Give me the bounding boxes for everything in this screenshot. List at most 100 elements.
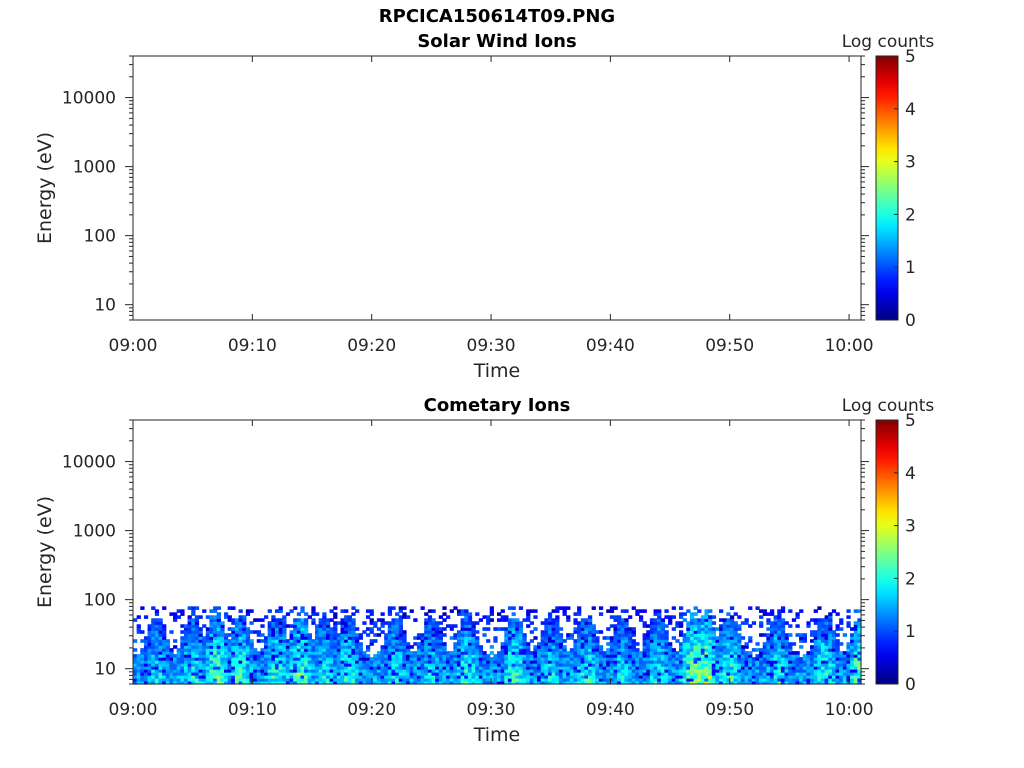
heatmap-cell [646, 681, 651, 685]
heatmap-cell [511, 636, 516, 640]
heatmap-cell [464, 630, 469, 634]
heatmap-cell [839, 651, 844, 655]
heatmap-cell [729, 681, 735, 685]
heatmap-cell [176, 666, 181, 670]
heatmap-cell [456, 678, 462, 682]
heatmap-cell [198, 657, 203, 661]
heatmap-cell [711, 660, 716, 664]
heatmap-cell [828, 672, 833, 676]
heatmap-cell [267, 621, 272, 625]
heatmap-cell [780, 633, 786, 637]
heatmap-cell [649, 639, 655, 643]
heatmap-cell [289, 648, 294, 652]
heatmap-cell [173, 615, 178, 619]
y-tick-label: 100 [84, 227, 116, 247]
plot-frame [132, 55, 862, 321]
heatmap-cell [398, 606, 403, 610]
heatmap-cell [857, 630, 862, 634]
heatmap-cell [318, 618, 323, 622]
heatmap-cell [376, 681, 382, 685]
heatmap-cell [504, 636, 509, 640]
heatmap-cell [471, 651, 476, 655]
heatmap-cell [547, 654, 553, 658]
heatmap-cell [813, 642, 818, 646]
heatmap-cell [515, 633, 520, 637]
heatmap-cell [762, 666, 767, 670]
heatmap-cell [828, 615, 833, 619]
y-axis-label: Energy (eV) [34, 132, 56, 244]
heatmap-cell [602, 663, 607, 667]
heatmap-cell [191, 630, 196, 634]
heatmap-cell [344, 663, 349, 667]
heatmap-cell [315, 624, 320, 628]
heatmap-cell [282, 672, 287, 676]
heatmap-cell [300, 624, 305, 628]
heatmap-cell [209, 633, 214, 637]
heatmap-cell [755, 606, 760, 610]
heatmap-cell [748, 657, 753, 661]
heatmap-cell [347, 627, 352, 631]
heatmap-cell [686, 642, 691, 646]
heatmap-cell [220, 639, 225, 643]
heatmap-cell [657, 642, 662, 646]
heatmap-cell [209, 651, 214, 655]
heatmap-cell [748, 672, 753, 676]
heatmap-cell [733, 678, 738, 682]
heatmap-cell [256, 618, 261, 622]
heatmap-cell [373, 654, 378, 658]
heatmap-cell [202, 648, 207, 652]
heatmap-cell [318, 660, 323, 664]
heatmap-cell [577, 642, 582, 646]
heatmap-cell [387, 660, 393, 664]
heatmap-cell [358, 633, 363, 637]
heatmap-cell [486, 663, 491, 667]
heatmap-cell [500, 648, 505, 652]
heatmap-cell [704, 645, 709, 649]
heatmap-cell [711, 657, 716, 661]
heatmap-cell [322, 681, 327, 685]
heatmap-cell [846, 660, 851, 664]
heatmap-cell [318, 624, 323, 628]
heatmap-cell [613, 627, 618, 631]
heatmap-cell [347, 648, 352, 652]
heatmap-cell [173, 666, 178, 670]
heatmap-cell [420, 636, 425, 640]
heatmap-cell [682, 633, 687, 637]
heatmap-cell [791, 669, 797, 673]
heatmap-cell [406, 675, 411, 679]
heatmap-cell [642, 657, 647, 661]
heatmap-cell [435, 669, 440, 673]
heatmap-cell [227, 678, 232, 682]
heatmap-cell [147, 645, 152, 649]
heatmap-cell [238, 621, 243, 625]
heatmap-cell [438, 639, 443, 643]
heatmap-cell [577, 672, 582, 676]
heatmap-cell [755, 669, 760, 673]
heatmap-cell [456, 639, 462, 643]
heatmap-cell [384, 678, 389, 682]
heatmap-cell [606, 669, 611, 673]
heatmap-cell [340, 666, 345, 670]
heatmap-cell [234, 633, 240, 637]
heatmap-cell [773, 630, 778, 634]
heatmap-cell [133, 660, 138, 664]
heatmap-cell [238, 672, 243, 676]
heatmap-cell [617, 621, 622, 625]
heatmap-cell [518, 672, 524, 676]
heatmap-cell [336, 669, 342, 673]
heatmap-cell [169, 657, 174, 661]
heatmap-cell [165, 639, 170, 643]
heatmap-cell [453, 660, 458, 664]
heatmap-cell [213, 681, 218, 685]
heatmap-cell [365, 678, 371, 682]
heatmap-cell [267, 645, 272, 649]
heatmap-cell [810, 639, 815, 643]
heatmap-cell [151, 606, 156, 610]
heatmap-cell [806, 651, 811, 655]
heatmap-cell [315, 645, 320, 649]
heatmap-cell [460, 666, 465, 670]
heatmap-cell [624, 681, 629, 685]
heatmap-cell [380, 669, 385, 673]
heatmap-cell [151, 618, 156, 622]
heatmap-cell [329, 654, 334, 658]
